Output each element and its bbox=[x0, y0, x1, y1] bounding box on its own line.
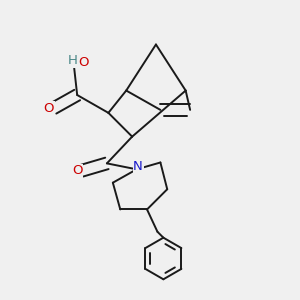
Text: O: O bbox=[72, 164, 83, 177]
Text: O: O bbox=[44, 102, 54, 115]
Text: N: N bbox=[133, 160, 143, 173]
Text: H: H bbox=[68, 54, 78, 67]
Text: O: O bbox=[78, 56, 88, 69]
